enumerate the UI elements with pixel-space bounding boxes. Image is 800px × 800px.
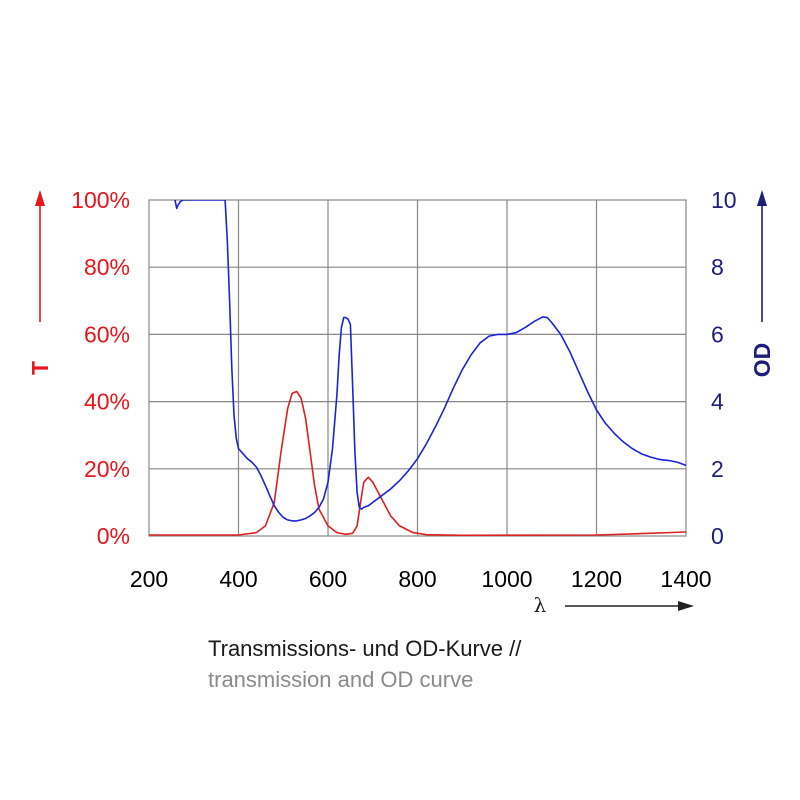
x-axis-arrow-head (678, 601, 694, 611)
right-tick-label: 0 (711, 523, 724, 549)
left-axis-arrow-head (35, 190, 45, 206)
right-tick-label: 10 (711, 187, 737, 213)
x-tick-label: 1400 (660, 566, 711, 592)
caption-english: transmission and OD curve (208, 667, 474, 692)
x-tick-label: 800 (398, 566, 436, 592)
right-axis-title-group: OD (749, 190, 775, 377)
left-tick-label: 60% (84, 321, 130, 347)
series-layer (149, 200, 686, 536)
left-tick-label: 80% (84, 254, 130, 280)
x-tick-label: 600 (309, 566, 347, 592)
right-tick-labels: 0 2 4 6 8 10 (711, 187, 737, 549)
grid (149, 200, 686, 536)
left-axis-title: T (27, 361, 53, 375)
right-tick-label: 2 (711, 456, 724, 482)
right-tick-label: 8 (711, 254, 724, 280)
left-tick-label: 0% (97, 523, 130, 549)
right-axis-title: OD (749, 343, 775, 378)
left-tick-label: 20% (84, 456, 130, 482)
od-curve-line (174, 200, 686, 522)
left-axis-title-group: T (27, 190, 53, 375)
x-tick-label: 200 (130, 566, 168, 592)
right-tick-label: 6 (711, 321, 724, 347)
left-tick-labels: 0% 20% 40% 60% 80% 100% (71, 187, 130, 549)
right-axis-arrow-head (757, 190, 767, 206)
x-axis-title: λ (534, 593, 547, 617)
x-tick-label: 400 (219, 566, 257, 592)
caption-german: Transmissions- und OD-Kurve // (208, 636, 522, 661)
plot-frame (148, 199, 687, 537)
x-axis-title-group: λ (534, 593, 694, 617)
left-tick-label: 40% (84, 389, 130, 415)
x-tick-labels: 200 400 600 800 1000 1200 1400 (130, 566, 712, 592)
x-tick-label: 1200 (571, 566, 622, 592)
right-tick-label: 4 (711, 389, 724, 415)
transmission-curve-line (149, 390, 686, 536)
left-tick-label: 100% (71, 187, 130, 213)
x-tick-label: 1000 (481, 566, 532, 592)
